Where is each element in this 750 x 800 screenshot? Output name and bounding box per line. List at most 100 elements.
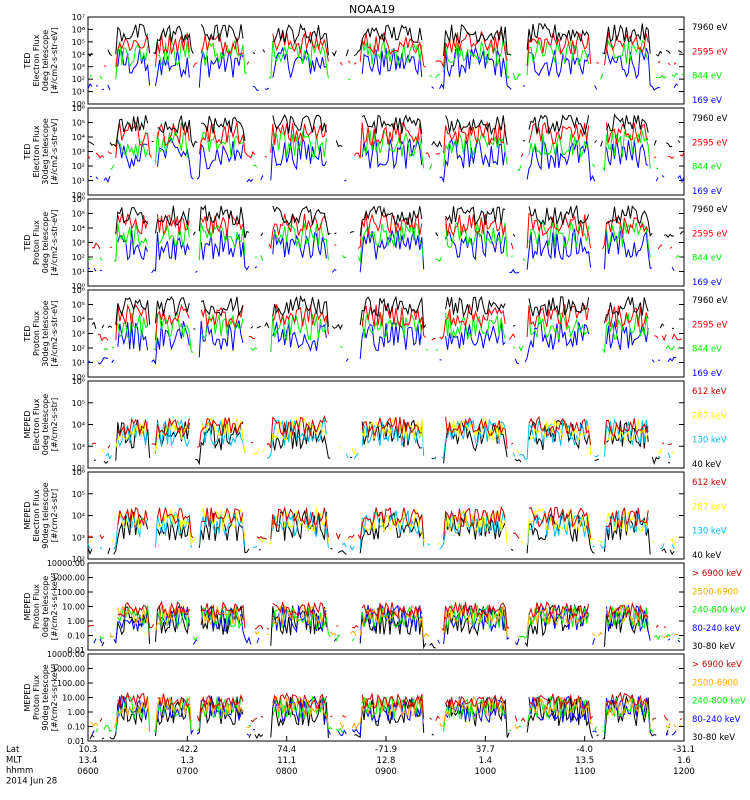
y-tick-label: 1.00 [67, 708, 85, 717]
x-tick-label-hhmm: 0600 [77, 767, 99, 777]
y-axis-label: [#/cm2-s-str-eV] [50, 209, 59, 275]
x-tick-label-mlt: 11.1 [277, 756, 296, 766]
panel-frame [87, 16, 685, 105]
legend-entry: 7960 eV [692, 114, 728, 124]
y-tick-label: 10³ [72, 239, 85, 248]
y-tick-label: 10⁰ [72, 100, 85, 109]
y-axis-label: 30deg telescope [41, 118, 50, 185]
series-trace-red [103, 30, 677, 68]
series-trace-black [115, 204, 685, 239]
series-trace-cyan [87, 509, 675, 551]
y-axis-label: Electron Flux [32, 34, 41, 86]
x-tick-label-mlt: 13.5 [575, 756, 594, 766]
y-axis-label: Proton Flux [32, 311, 41, 356]
legend-entry: 169 eV [692, 96, 722, 106]
series-trace-darkred [99, 691, 683, 723]
y-axis-label: 0deg telescope [41, 30, 50, 91]
y-tick-label: 10² [72, 555, 85, 564]
y-tick-label: 10⁶ [72, 25, 85, 34]
y-axis-label: TED [23, 325, 32, 342]
legend-entry: 169 eV [692, 369, 722, 379]
y-tick-label: 10¹ [72, 268, 85, 277]
y-tick-label: 10² [72, 162, 85, 171]
y-axis-label: [#/cm2-s-str] [50, 489, 59, 542]
x-tick-label-hhmm: 1000 [475, 767, 497, 777]
legend-entry: 240-800 keV [692, 606, 746, 616]
y-tick-label: 10¹ [72, 177, 85, 186]
legend-entry: 844 eV [692, 163, 722, 173]
legend-entry: 2595 eV [692, 229, 728, 239]
y-axis-label: MEPED [23, 684, 32, 712]
y-tick-label: 10³ [72, 148, 85, 157]
series-trace-orange [110, 605, 684, 637]
x-tick-label-mlt: 13.4 [79, 756, 98, 766]
y-axis-label: 0deg telescope [41, 394, 50, 455]
legend-entry: 612 keV [692, 387, 727, 397]
y-tick-label: 10⁵ [72, 399, 85, 408]
legend-entry: 287 keV [692, 502, 727, 512]
y-axis-label: [#/cm2-s-str] [50, 398, 59, 451]
legend-entry: 40 keV [692, 551, 721, 561]
x-tick-label-hhmm: 0700 [177, 767, 199, 777]
legend-entry: > 6900 keV [692, 569, 742, 579]
y-axis-label: [#/cm2-s-str-eV] [50, 27, 59, 93]
y-axis-label: [#/cm2-s-sr-keV] [50, 664, 59, 731]
x-tick-label-lat: 74.4 [277, 745, 296, 755]
y-tick-label: 10³ [72, 330, 85, 339]
y-tick-label: 10⁶ [72, 104, 85, 113]
y-axis-label: 30deg telescope [41, 300, 50, 367]
y-tick-label: 10³ [72, 442, 85, 451]
x-tick-label-mlt: 1.4 [479, 756, 493, 766]
y-tick-label: 10⁴ [72, 315, 85, 324]
x-tick-label-lat: -71.9 [375, 745, 397, 755]
series-trace-red [91, 212, 673, 250]
y-tick-label: 10¹ [72, 359, 85, 368]
x-tick-label-hhmm: 1100 [574, 767, 596, 777]
x-row-label: hhmm [6, 766, 33, 776]
x-row-label: Lat [6, 745, 20, 755]
legend-entry: 2500-6900 [692, 678, 738, 688]
series-trace-red [87, 120, 685, 160]
chart-title: NOAA19 [349, 3, 395, 16]
x-row-label: 2014 Jun 28 [6, 777, 57, 787]
y-axis-label: Electron Flux [32, 125, 41, 177]
legend-entry: 2595 eV [692, 320, 728, 330]
y-tick-label: 10⁰ [72, 191, 85, 200]
y-tick-label: 10² [72, 464, 85, 473]
y-tick-label: 10⁵ [72, 490, 85, 499]
y-tick-label: 10⁰ [72, 282, 85, 291]
panel-6: 10² 10³ 10⁴ 10⁵ 10⁶ MEPED Electron Flux 90deg t… [23, 468, 727, 564]
y-axis-label: MEPED [23, 411, 32, 439]
panel-frame [87, 107, 685, 196]
x-tick-label-mlt: 12.8 [377, 756, 396, 766]
legend-entry: 80-240 keV [692, 715, 741, 725]
x-tick-label-hhmm: 1200 [673, 767, 695, 777]
y-axis-label: MEPED [23, 593, 32, 621]
legend-entry: 612 keV [692, 478, 727, 488]
series-trace-yellow [89, 507, 677, 547]
y-tick-label: 10⁴ [72, 50, 85, 59]
y-tick-label: 10² [72, 75, 85, 84]
y-tick-label: 10000.00 [47, 650, 85, 659]
x-tick-label-lat: -4.0 [576, 745, 593, 755]
panel-1: 10⁰ 10¹ 10² 10³ 10⁴ 10⁵ 10⁶ 10⁷ TED Electron Flux… [23, 13, 728, 109]
y-axis-label: 90deg telescope [41, 482, 50, 549]
legend-entry: > 6900 keV [692, 660, 742, 670]
y-tick-label: 10³ [72, 533, 85, 542]
legend-entry: 287 keV [692, 411, 727, 421]
y-axis-label: MEPED [23, 502, 32, 530]
y-tick-label: 10⁶ [72, 377, 85, 386]
y-axis-label: Electron Flux [32, 398, 41, 450]
legend-entry: 2595 eV [692, 47, 728, 57]
legend-entry: 30-80 keV [692, 733, 735, 743]
y-tick-label: 10000.00 [47, 559, 85, 568]
legend-entry: 7960 eV [692, 296, 728, 306]
y-tick-label: 10⁶ [72, 195, 85, 204]
y-tick-label: 1000.00 [52, 665, 85, 674]
y-tick-label: 10⁴ [72, 512, 85, 521]
x-tick-label-lat: -42.2 [176, 745, 198, 755]
series-trace-green [89, 38, 685, 81]
y-axis-label: 0deg telescope [41, 212, 50, 273]
panel-4: 10⁰ 10¹ 10² 10³ 10⁴ 10⁵ 10⁶ TED Proton Flux 30deg… [23, 286, 728, 382]
